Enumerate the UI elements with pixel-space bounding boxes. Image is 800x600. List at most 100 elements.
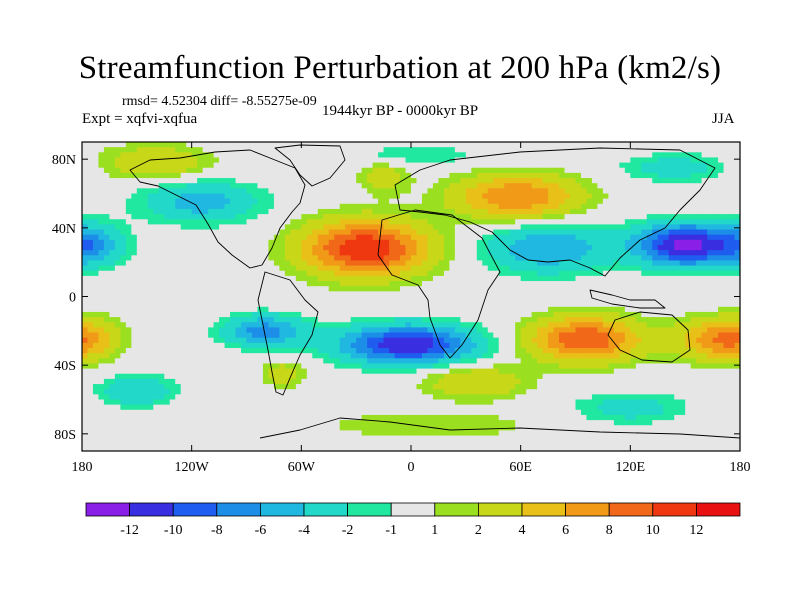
field-cell — [295, 296, 302, 303]
field-cell — [87, 234, 94, 241]
field-cell — [241, 327, 248, 334]
field-cell — [564, 270, 571, 277]
field-cell — [235, 147, 242, 153]
field-cell — [591, 208, 599, 215]
field-cell — [652, 208, 659, 215]
field-cell — [202, 172, 209, 179]
field-cell — [350, 322, 357, 328]
field-cell — [405, 317, 412, 323]
field-cell — [690, 208, 697, 215]
field-cell — [147, 286, 154, 292]
field-cell — [372, 353, 379, 359]
field-cell — [613, 296, 620, 303]
field-cell — [537, 337, 544, 344]
field-cell — [668, 317, 675, 323]
field-cell — [235, 219, 242, 225]
field-cell — [449, 203, 456, 210]
field-cell — [476, 260, 483, 267]
field-cell — [98, 291, 105, 298]
field-cell — [718, 348, 725, 354]
field-cell — [153, 275, 160, 282]
field-cell — [668, 157, 675, 164]
field-cell — [103, 214, 111, 220]
field-cell — [301, 306, 308, 313]
field-cell — [509, 142, 516, 148]
field-cell — [602, 342, 609, 349]
field-cell — [306, 291, 313, 298]
field-cell — [284, 152, 291, 159]
field-cell — [356, 265, 363, 272]
field-cell — [98, 245, 105, 251]
field-cell — [268, 322, 275, 328]
field-cell — [597, 327, 604, 334]
field-cell — [427, 203, 434, 210]
field-cell — [624, 286, 631, 292]
field-cell — [169, 348, 176, 354]
field-cell — [301, 265, 308, 272]
field-cell — [279, 203, 286, 210]
field-cell — [657, 198, 664, 205]
field-cell — [153, 224, 160, 231]
field-cell — [498, 219, 505, 225]
field-cell — [701, 239, 708, 246]
field-cell — [191, 348, 198, 354]
field-cell — [251, 157, 259, 164]
field-cell — [136, 306, 143, 313]
field-cell — [125, 214, 132, 220]
field-cell — [553, 296, 560, 303]
field-cell — [87, 172, 94, 179]
field-cell — [213, 281, 220, 287]
field-cell — [635, 260, 642, 267]
field-cell — [718, 301, 725, 308]
field-cell — [701, 322, 708, 328]
field-cell — [295, 291, 302, 298]
field-cell — [114, 281, 121, 287]
field-cell — [317, 255, 324, 262]
field-cell — [339, 322, 346, 328]
field-cell — [443, 296, 450, 303]
field-cell — [92, 208, 100, 215]
field-cell — [663, 214, 670, 220]
field-cell — [460, 286, 467, 292]
field-cell — [219, 167, 226, 174]
field-cell — [323, 162, 330, 169]
field-cell — [400, 245, 407, 251]
field-cell — [591, 198, 599, 205]
field-cell — [443, 172, 450, 179]
field-cell — [147, 311, 154, 318]
field-cell — [169, 203, 176, 210]
field-cell — [411, 188, 418, 195]
field-cell — [147, 260, 154, 267]
field-cell — [273, 245, 280, 251]
field-cell — [230, 203, 237, 210]
field-cell — [613, 219, 620, 225]
field-cell — [131, 229, 138, 236]
field-cell — [416, 275, 423, 282]
field-cell — [652, 142, 659, 148]
field-cell — [553, 203, 560, 210]
field-cell — [411, 193, 418, 200]
field-cell — [230, 157, 237, 164]
field-cell — [696, 291, 703, 298]
field-cell — [350, 178, 357, 184]
field-cell — [520, 301, 527, 308]
field-cell — [531, 208, 538, 215]
field-cell — [241, 322, 248, 328]
field-cell — [103, 255, 111, 262]
field-cell — [246, 311, 253, 318]
field-cell — [389, 178, 396, 184]
field-cell — [383, 188, 390, 195]
field-cell — [548, 188, 555, 195]
field-cell — [268, 332, 275, 339]
field-cell — [400, 214, 407, 220]
field-cell — [257, 172, 264, 179]
field-cell — [361, 147, 368, 153]
field-cell — [323, 301, 330, 308]
field-cell — [241, 208, 248, 215]
field-cell — [493, 275, 500, 282]
field-cell — [224, 270, 231, 277]
field-cell — [208, 229, 215, 236]
field-cell — [641, 152, 648, 159]
field-cell — [131, 193, 138, 200]
field-cell — [334, 275, 341, 282]
